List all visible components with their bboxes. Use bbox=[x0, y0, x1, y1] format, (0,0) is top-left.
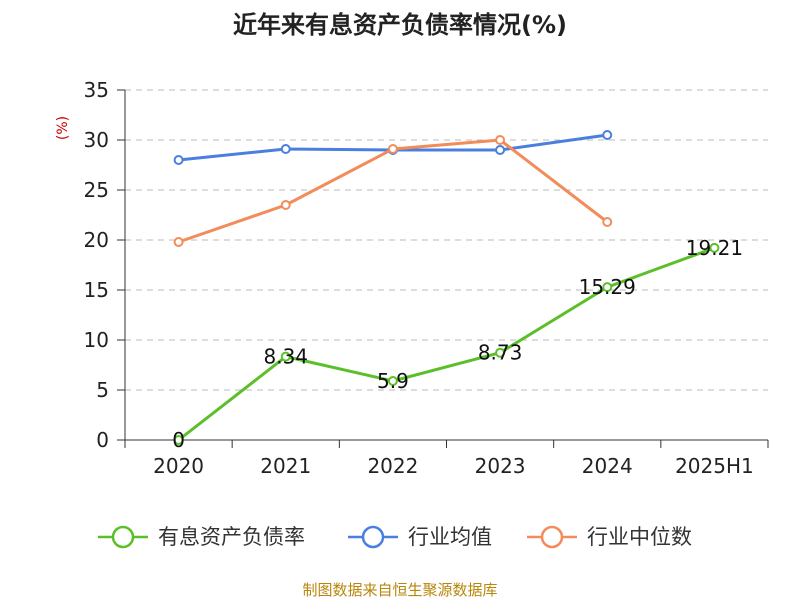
legend-marker-1 bbox=[361, 525, 385, 549]
y-tick-label: 20 bbox=[84, 228, 109, 252]
data-point-series-1[interactable] bbox=[602, 130, 613, 140]
series-line-0 bbox=[177, 246, 715, 442]
series-line-2 bbox=[178, 138, 609, 244]
axes: 0 5 10 15 20 25 30 35 2020 2021 2022 2023 2024 2025H1 bbox=[84, 78, 769, 478]
y-tick-label: 0 bbox=[96, 428, 109, 452]
data-label: 0 bbox=[172, 428, 185, 452]
series-lines bbox=[173, 130, 720, 445]
x-tick-label: 2022 bbox=[367, 454, 418, 478]
x-tick-label: 2021 bbox=[260, 454, 311, 478]
data-point-series-2[interactable] bbox=[602, 217, 613, 227]
legend-label-1[interactable]: 行业均值 bbox=[408, 525, 492, 549]
y-axis-unit-label: (%) bbox=[55, 116, 71, 140]
source-note: 制图数据来自恒生聚源数据库 bbox=[302, 581, 497, 599]
data-point-series-1[interactable] bbox=[495, 145, 506, 155]
data-point-series-0[interactable] bbox=[280, 351, 291, 362]
x-tick-label: 2024 bbox=[582, 454, 633, 478]
y-tick-label: 35 bbox=[84, 78, 109, 102]
chart-title: 近年来有息资产负债率情况(%) bbox=[233, 11, 567, 39]
data-point-series-2[interactable] bbox=[495, 135, 506, 145]
x-tick-label: 2020 bbox=[153, 454, 204, 478]
legend-marker-0 bbox=[111, 525, 135, 549]
data-point-series-2[interactable] bbox=[173, 237, 184, 247]
data-point-series-2[interactable] bbox=[280, 200, 291, 210]
y-tick-label: 15 bbox=[84, 278, 109, 302]
legend-label-0[interactable]: 有息资产负债率 bbox=[158, 525, 305, 549]
x-tick-label: 2023 bbox=[475, 454, 526, 478]
y-tick-label: 25 bbox=[84, 178, 109, 202]
data-point-series-0[interactable] bbox=[709, 242, 720, 253]
data-labels: 0 8.34 5.9 8.73 15.29 19.21 bbox=[172, 236, 743, 452]
grid-lines bbox=[125, 89, 768, 391]
data-point-series-1[interactable] bbox=[173, 155, 184, 165]
data-label: 8.73 bbox=[478, 341, 523, 365]
data-point-series-0[interactable] bbox=[495, 347, 506, 358]
legend: 有息资产负债率 行业均值 行业中位数 bbox=[98, 525, 692, 549]
y-tick-label: 5 bbox=[96, 378, 109, 402]
y-tick-label: 10 bbox=[84, 328, 109, 352]
legend-marker-2 bbox=[540, 525, 564, 549]
data-point-series-1[interactable] bbox=[280, 144, 291, 154]
legend-label-2[interactable]: 行业中位数 bbox=[587, 525, 692, 549]
y-tick-label: 30 bbox=[84, 128, 109, 152]
data-point-series-0[interactable] bbox=[173, 435, 184, 445]
data-label: 15.29 bbox=[579, 275, 636, 299]
data-label: 5.9 bbox=[377, 369, 409, 393]
data-point-series-0[interactable] bbox=[387, 376, 398, 386]
data-point-series-2[interactable] bbox=[387, 144, 398, 154]
data-label: 8.34 bbox=[263, 345, 308, 369]
x-tick-label: 2025H1 bbox=[675, 454, 754, 478]
data-point-series-0[interactable] bbox=[602, 282, 613, 293]
data-label: 19.21 bbox=[686, 236, 743, 260]
